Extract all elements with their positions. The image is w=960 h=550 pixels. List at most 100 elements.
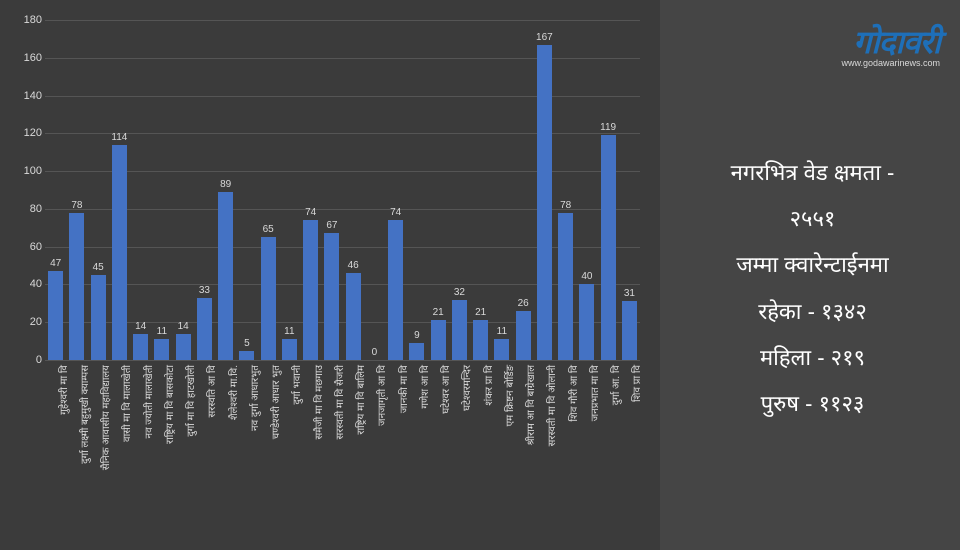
gridline [45, 360, 640, 361]
bar [324, 233, 339, 360]
bar [48, 271, 63, 360]
x-label: दुर्गा भवानी [279, 362, 300, 532]
bar-value-label: 5 [244, 338, 250, 349]
bar-wrap: 167 [534, 20, 555, 360]
info-panel: गोदावरी www.godawarinews.com नगरभित्र वे… [660, 0, 960, 550]
y-tick: 120 [10, 127, 42, 139]
bar-value-label: 0 [372, 347, 378, 358]
x-label: जानकी मा वि [385, 362, 406, 532]
bar-wrap: 21 [428, 20, 449, 360]
bar-wrap: 74 [300, 20, 321, 360]
x-label: श्रीराम आ वि बाग्रेखाल [513, 362, 534, 532]
x-axis-labels: गुहेश्वरी मा विदुर्गा लक्ष्मी बहुमुखी क्… [45, 362, 640, 532]
x-label: शैलेश्वरी मा.वि. [215, 362, 236, 532]
logo: गोदावरी www.godawarinews.com [841, 20, 940, 68]
stat-female: महिला - २१९ [685, 335, 940, 381]
bar-value-label: 78 [71, 200, 82, 211]
bar [218, 192, 233, 360]
bar-wrap: 9 [406, 20, 427, 360]
bar [622, 301, 637, 360]
bar [601, 135, 616, 360]
x-label: घटेश्वर आ वि [428, 362, 449, 532]
bar-value-label: 119 [600, 122, 616, 133]
y-tick: 40 [10, 278, 42, 290]
bar [69, 213, 84, 360]
bar [516, 311, 531, 360]
y-tick: 80 [10, 203, 42, 215]
bar-value-label: 47 [50, 258, 61, 269]
y-axis: 020406080100120140160180 [10, 20, 42, 360]
x-label: दुर्गा लक्ष्मी बहुमुखी क्याम्पस [66, 362, 87, 532]
bar [452, 300, 467, 360]
x-label: दुर्गा मा वि हाटखोली [173, 362, 194, 532]
bar-wrap: 78 [66, 20, 87, 360]
bar [346, 273, 361, 360]
bar-wrap: 45 [88, 20, 109, 360]
x-label: चण्डेश्वरी आधार भुत [258, 362, 279, 532]
bar-wrap: 31 [619, 20, 640, 360]
stat-quarantine-label: जम्मा क्वारेन्टाईनमा [685, 242, 940, 288]
y-tick: 160 [10, 52, 42, 64]
bar-wrap: 89 [215, 20, 236, 360]
bar-value-label: 89 [220, 179, 231, 190]
stats-block: नगरभित्र वेड क्षमता - २५५१ जम्मा क्वारेन… [685, 150, 940, 427]
bar [133, 334, 148, 360]
bar-value-label: 78 [560, 200, 571, 211]
bar-value-label: 14 [178, 321, 189, 332]
x-label: सरस्वती मा वि ओलानी [534, 362, 555, 532]
plot-area: 47 78 45 114 14 11 14 33 89 5 65 11 74 67 46 0 74 9 213221… [45, 20, 640, 360]
x-label: एम क्रिष्टन बोर्डिङ [491, 362, 512, 532]
bar-wrap: 119 [598, 20, 619, 360]
y-tick: 140 [10, 90, 42, 102]
bar [409, 343, 424, 360]
x-label: सैनिक आवासीय महाविद्यालय [88, 362, 109, 532]
x-label: शिव गौरी आ वि [555, 362, 576, 532]
bar-value-label: 74 [390, 207, 401, 218]
bar-wrap: 26 [513, 20, 534, 360]
bar-value-label: 9 [414, 330, 420, 341]
bar-wrap: 11 [151, 20, 172, 360]
y-tick: 20 [10, 316, 42, 328]
bar-wrap: 114 [109, 20, 130, 360]
bar-value-label: 45 [93, 262, 104, 273]
bar-value-label: 14 [135, 321, 146, 332]
bar [282, 339, 297, 360]
bar-wrap: 78 [555, 20, 576, 360]
stat-bed-capacity-label: नगरभित्र वेड क्षमता - [685, 150, 940, 196]
x-label: नव दुर्गा आधारभुत [236, 362, 257, 532]
stat-bed-capacity-value: २५५१ [685, 196, 940, 242]
chart-panel: 020406080100120140160180 477845114141114… [0, 0, 660, 550]
bar-wrap: 32 [449, 20, 470, 360]
bar-wrap: 65 [258, 20, 279, 360]
bar [91, 275, 106, 360]
logo-sub-text: www.godawarinews.com [841, 58, 940, 68]
bar-value-label: 46 [348, 260, 359, 271]
bar [494, 339, 509, 360]
bar [176, 334, 191, 360]
x-label: दुर्गा आ. वि [598, 362, 619, 532]
x-label: राष्ट्रिय मा वि बालिम [343, 362, 364, 532]
bar [473, 320, 488, 360]
bars-container: 47 78 45 114 14 11 14 33 89 5 65 11 74 67 46 0 74 9 213221… [45, 20, 640, 360]
bar [112, 145, 127, 360]
bar [303, 220, 318, 360]
bar [197, 298, 212, 360]
bar-value-label: 114 [111, 132, 127, 143]
bar-value-label: 11 [284, 326, 294, 337]
bar-wrap: 46 [343, 20, 364, 360]
x-label: वासी मा वि मालाखेती [109, 362, 130, 532]
bar-value-label: 67 [326, 220, 337, 231]
y-tick: 180 [10, 14, 42, 26]
bar-wrap: 21 [470, 20, 491, 360]
bar [537, 45, 552, 360]
bar-wrap: 67 [321, 20, 342, 360]
bar-value-label: 26 [518, 298, 529, 309]
bar-wrap: 33 [194, 20, 215, 360]
y-tick: 100 [10, 165, 42, 177]
bar [431, 320, 446, 360]
bar [388, 220, 403, 360]
bar-wrap: 40 [576, 20, 597, 360]
x-label: राष्ट्रिय मा वि बासकोटा [151, 362, 172, 532]
x-label: सरस्वती मा वि सैजरी [321, 362, 342, 532]
bar-value-label: 65 [263, 224, 274, 235]
